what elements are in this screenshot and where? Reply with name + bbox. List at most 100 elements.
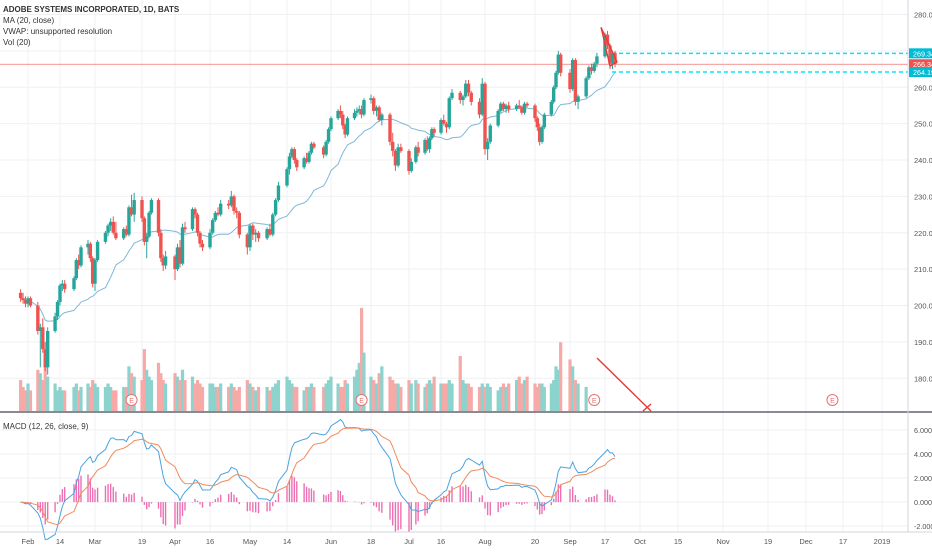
candle-body — [41, 327, 45, 350]
candle-body — [517, 105, 521, 108]
candle-body — [461, 96, 465, 101]
macd-legend-title: MACD (12, 26, close, 9) — [3, 422, 89, 431]
candle-body — [450, 92, 454, 99]
volume-bar — [63, 390, 67, 411]
volume-bar — [554, 366, 558, 411]
volume-bar — [307, 386, 311, 411]
volume-bar — [483, 386, 487, 411]
triangle-drawing — [600, 27, 618, 68]
candle-body — [253, 232, 258, 235]
volume-bar — [444, 383, 449, 411]
earnings-marker-circle — [588, 394, 601, 406]
volume-bar — [251, 386, 255, 411]
candle-body — [542, 114, 547, 128]
volume-bar — [338, 386, 343, 411]
candle-body — [423, 140, 427, 153]
candle-body — [485, 141, 490, 150]
candle-body — [343, 125, 347, 135]
volume-bar — [216, 386, 220, 411]
volume-bar — [53, 383, 57, 411]
volume-bar — [576, 383, 580, 411]
volume-bar — [372, 380, 376, 411]
volume-bar — [114, 390, 118, 411]
candle-body — [268, 229, 272, 235]
earnings-marker[interactable]: E — [125, 394, 138, 406]
earnings-marker[interactable]: E — [355, 394, 368, 406]
candle-body — [488, 125, 492, 142]
candle-body — [324, 141, 328, 155]
volume-bar — [287, 380, 292, 411]
candle-body — [399, 147, 403, 151]
candle-body — [23, 300, 28, 304]
candle-body — [522, 103, 527, 113]
time-tick-label: Nov — [716, 537, 730, 546]
candle-body — [549, 101, 554, 115]
volume-bar — [488, 386, 492, 411]
candle-body — [276, 185, 281, 201]
candle-body — [469, 92, 473, 102]
volume-bar — [229, 383, 233, 411]
candle-body — [447, 98, 451, 128]
trend-line-drawing — [596, 357, 652, 412]
volume-bar — [227, 386, 231, 411]
candle-body — [525, 103, 529, 106]
candle-body — [53, 316, 57, 331]
candle-body — [251, 225, 255, 235]
price-label-box — [909, 59, 932, 70]
time-tick-label: 17 — [601, 537, 609, 546]
candle-body — [28, 298, 33, 306]
candle-body — [193, 209, 197, 215]
candle-body — [362, 100, 366, 115]
candle-body — [265, 229, 269, 239]
candle-body — [95, 241, 100, 261]
time-tick-label: 2019 — [874, 537, 891, 546]
candle-body — [108, 221, 113, 226]
candle-body — [273, 200, 278, 215]
volume-bar — [486, 383, 490, 411]
volume-bar — [388, 376, 392, 411]
price-label-text: 269.34 — [913, 49, 932, 58]
volume-bar — [525, 376, 529, 411]
earnings-marker[interactable]: E — [588, 394, 601, 406]
candle-body — [357, 109, 361, 111]
volume-bar — [326, 380, 331, 411]
volume-bar — [106, 383, 110, 411]
volume-bar — [369, 376, 373, 411]
volume-bar — [559, 342, 563, 411]
volume-bar — [213, 386, 217, 411]
volume-bar — [290, 383, 294, 411]
candle-body — [62, 283, 67, 290]
candle-body — [36, 305, 40, 331]
legend-vwap: VWAP: unsupported resolution — [3, 27, 113, 36]
volume-bar — [432, 376, 436, 411]
candle-body — [595, 56, 599, 64]
candle-body — [248, 225, 252, 248]
volume-bar — [352, 376, 357, 411]
candle-body — [159, 232, 163, 259]
earnings-marker-label: E — [129, 398, 134, 405]
candle-body — [393, 150, 398, 166]
candle-body — [556, 54, 561, 73]
legend-vol: Vol (20) — [3, 38, 31, 47]
candle-body — [442, 120, 446, 124]
volume-bar — [200, 386, 205, 411]
volume-bar — [245, 380, 249, 411]
earnings-marker-label: E — [830, 398, 835, 405]
candle-body — [79, 247, 83, 266]
earnings-marker[interactable]: E — [826, 394, 839, 406]
volume-bar — [159, 373, 163, 411]
candle-body — [256, 232, 261, 239]
earnings-marker-circle — [826, 394, 839, 406]
volume-bar — [72, 386, 76, 411]
candle-body — [218, 203, 223, 215]
volume-bar — [341, 386, 345, 411]
candle-body — [414, 147, 418, 162]
candle-body — [129, 207, 134, 215]
candle-body — [229, 196, 234, 206]
volume-bar — [450, 383, 454, 411]
candle-body — [74, 260, 79, 279]
candle-body — [226, 203, 231, 206]
